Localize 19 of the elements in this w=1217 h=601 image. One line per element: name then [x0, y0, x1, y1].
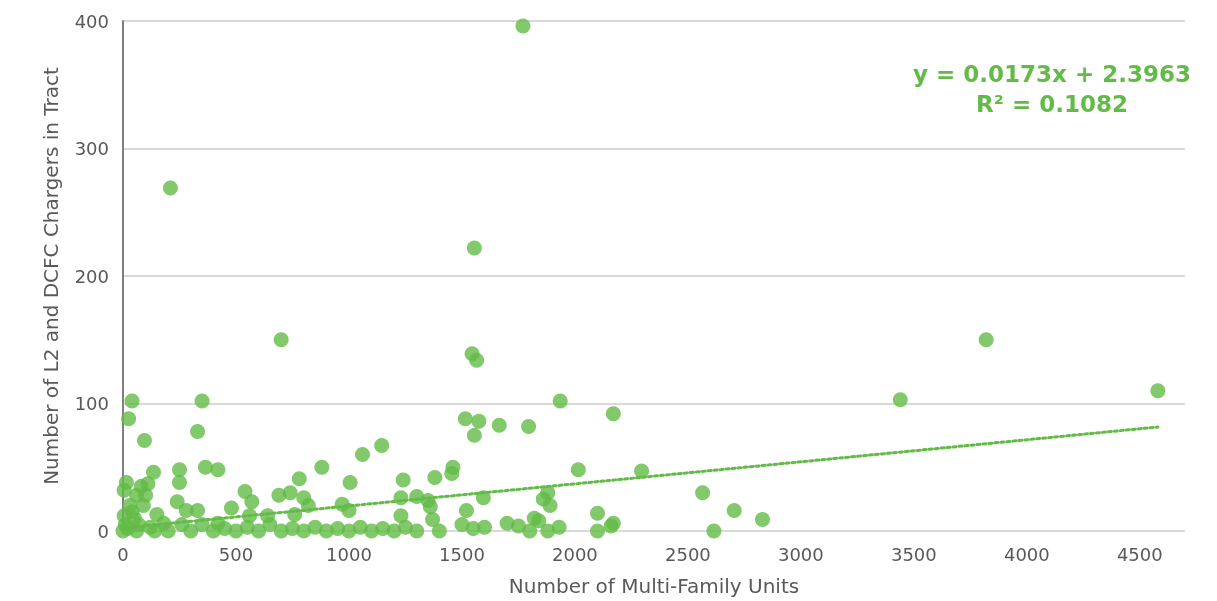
x-tick-label: 2000	[552, 543, 598, 565]
y-tick-label: 300	[74, 138, 109, 159]
annotation: y = 0.0173x + 2.3963	[913, 60, 1191, 87]
annotation: R² = 0.1082	[976, 90, 1128, 117]
x-tick-label: 1000	[326, 543, 372, 565]
y-tick-label: 100	[74, 393, 109, 414]
x-tick-label: 0	[117, 543, 129, 565]
x-tick-label: 1500	[439, 543, 485, 565]
x-tick-label: 3000	[777, 543, 824, 565]
x-tick-label: 3500	[890, 543, 937, 565]
y-tick-label: 0	[97, 520, 109, 542]
y-tick-label: 400	[74, 10, 109, 32]
x-tick-label: 500	[218, 543, 254, 565]
y-axis-title: Number of L2 and DCFC Chargers in Tract	[39, 67, 63, 485]
x-tick-label: 2500	[664, 543, 711, 565]
x-axis-title: Number of Multi-Family Units	[508, 574, 800, 598]
x-tick-label: 4500	[1116, 543, 1163, 565]
x-tick-label: 4000	[1003, 543, 1050, 565]
y-tick-label: 200	[74, 265, 109, 287]
